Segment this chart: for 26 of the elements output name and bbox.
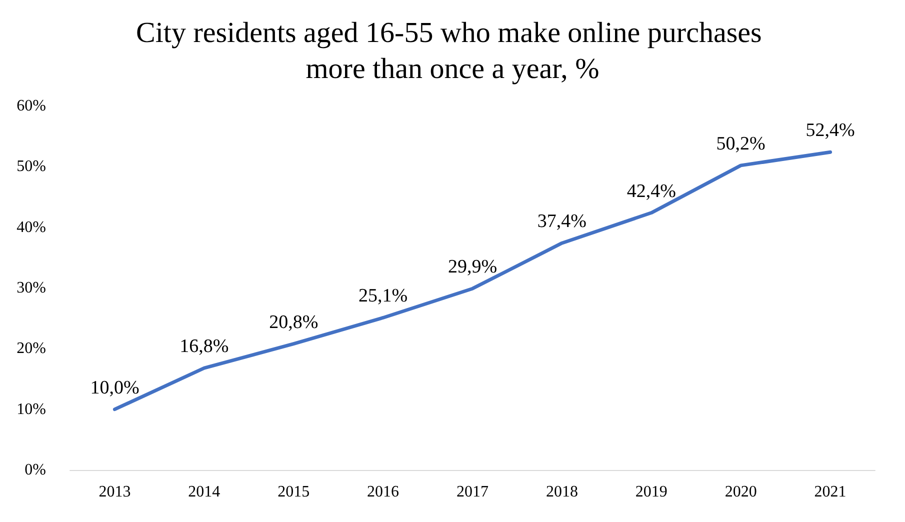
data-label: 50,2% [716,133,766,154]
data-label: 29,9% [448,256,498,278]
x-tick-label: 2019 [635,484,668,500]
y-tick-label: 50% [16,158,46,176]
x-tick-label: 2017 [456,484,488,500]
chart-title: City residents aged 16-55 who make online purchases more than once a year, % [136,17,770,85]
data-label: 52,4% [806,120,855,142]
x-tick-label: 2018 [546,484,578,500]
y-tick-label: 60% [16,98,46,114]
data-label: 16,8% [180,336,229,358]
y-tick-label: 10% [16,400,46,418]
x-tick-label: 2014 [188,484,220,500]
y-tick-label: 40% [16,218,46,236]
x-tick-label: 2021 [814,484,846,500]
x-tick-label: 2020 [724,484,757,500]
data-label: 10,0% [90,377,140,398]
y-tick-label: 0% [24,462,46,478]
y-tick-label: 20% [16,340,46,358]
data-label: 37,4% [537,211,587,232]
data-label: 25,1% [358,286,408,307]
y-tick-label: 30% [16,280,46,296]
x-tick-label: 2016 [367,484,400,500]
data-label: 42,4% [626,180,676,202]
x-tick-label: 2013 [98,484,131,500]
data-label: 20,8% [269,312,318,333]
x-tick-label: 2015 [278,484,310,500]
